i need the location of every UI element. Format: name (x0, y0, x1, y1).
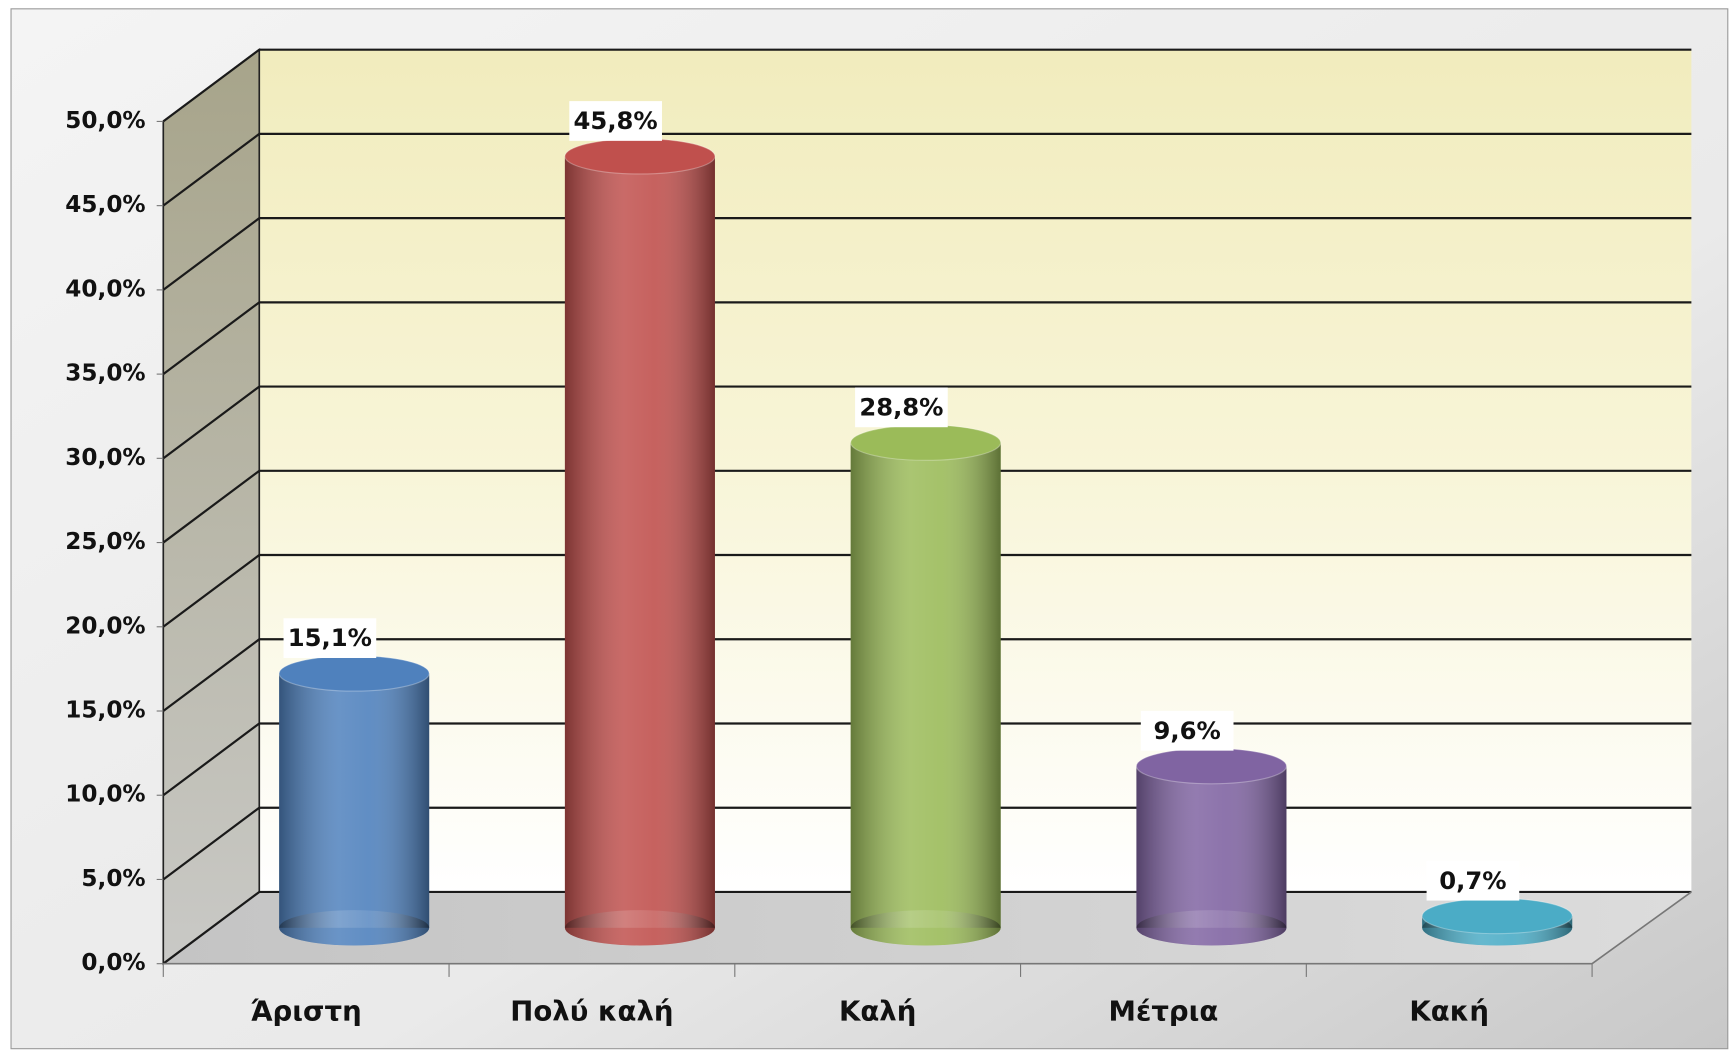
bar-bottom-shading (564, 910, 715, 946)
bar-top (1135, 747, 1288, 785)
x-tick-label: Κακή (1409, 994, 1489, 1027)
bar (1421, 897, 1573, 946)
y-tick-label: 0,0% (81, 949, 145, 976)
bar-shading (1136, 766, 1287, 928)
y-tick-label: 20,0% (65, 612, 145, 639)
y-tick-label: 15,0% (65, 697, 145, 724)
bar-top (278, 655, 430, 692)
y-tick-label: 25,0% (65, 528, 145, 555)
grid-line (162, 469, 1692, 544)
y-tick-label: 50,0% (65, 107, 145, 134)
grid-line (162, 48, 1692, 123)
grid-line (162, 301, 1692, 375)
y-tick-label: 10,0% (65, 781, 145, 808)
bar-top (1421, 897, 1573, 935)
bar-shading (279, 673, 430, 928)
bar (564, 138, 716, 946)
value-label: 28,8% (859, 392, 943, 421)
value-label: 15,1% (288, 623, 372, 652)
value-label: 45,8% (574, 106, 658, 135)
bar-bottom-shading (279, 910, 430, 946)
grid-line (162, 553, 1692, 628)
y-tick-label: 30,0% (65, 444, 145, 471)
bar-bottom-shading (1136, 910, 1287, 946)
bar-shading (564, 156, 715, 928)
value-label-box (1140, 710, 1234, 751)
y-tick-label: 5,0% (81, 865, 145, 892)
bar (850, 424, 1002, 946)
value-label-box (283, 618, 377, 658)
value-label-box (569, 101, 662, 141)
bar-top (850, 424, 1002, 461)
x-tick-label: Πολύ καλή (510, 994, 673, 1027)
grid-line (162, 217, 1692, 291)
y-tick-label: 40,0% (65, 275, 145, 302)
x-tick-label: Άριστη (251, 994, 362, 1027)
grid-line (162, 385, 1692, 460)
value-label: 9,6% (1154, 716, 1221, 745)
value-label: 0,7% (1439, 866, 1506, 895)
y-tick-label: 45,0% (65, 191, 145, 218)
grid-line (162, 132, 1692, 207)
plot: 15,1% 45,8% 28,8% 9,6% 0,7% (278, 101, 1573, 946)
bar (278, 655, 430, 946)
y-tick-label: 35,0% (65, 360, 145, 387)
value-label-box (1426, 860, 1520, 901)
bar (1135, 747, 1288, 946)
x-tick-label: Μέτρια (1109, 994, 1219, 1027)
x-tick-label: Καλή (839, 994, 916, 1027)
bar-top (564, 138, 716, 175)
bar-bottom-shading (850, 910, 1001, 946)
bar-shading (850, 442, 1001, 928)
grid-line (162, 638, 1692, 712)
value-label-box (855, 387, 948, 428)
